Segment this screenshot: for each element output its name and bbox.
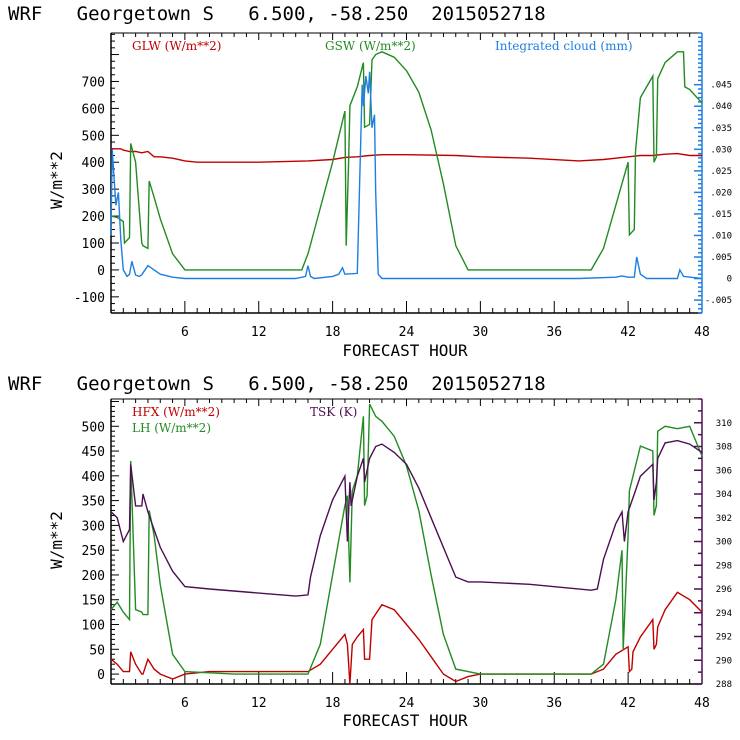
x-tick-label: 24	[399, 325, 415, 340]
y2-tick-label: .015	[710, 210, 732, 220]
y-tick-label: 400	[82, 156, 105, 171]
y2-tick-label: 290	[716, 656, 732, 666]
y-tick-label: 400	[82, 470, 105, 485]
y2-tick-label: .030	[710, 145, 732, 155]
legend-glw: GLW (W/m**2)	[132, 39, 221, 53]
y2-tick-label: .025	[710, 167, 732, 177]
y2-tick-label: 300	[716, 538, 732, 548]
x-tick-label: 42	[620, 325, 636, 340]
y-tick-label: 200	[82, 210, 105, 225]
chart-1-ylabel: W/m**2	[47, 151, 66, 209]
series-line-tsk	[110, 439, 703, 597]
y2-tick-label: .020	[710, 188, 732, 198]
legend-lh: LH (W/m**2)	[132, 421, 211, 435]
y2-tick-label: 302	[716, 514, 732, 524]
y2-tick-label: 304	[716, 490, 732, 500]
series-line-hfx	[110, 591, 703, 685]
chart-1-xlabel: FORECAST HOUR	[342, 341, 468, 360]
x-tick-label: 18	[325, 696, 341, 711]
x-tick-label: 36	[546, 325, 562, 340]
legend-tsk: TSK (K)	[310, 405, 357, 419]
x-tick-label: 12	[251, 696, 267, 711]
chart-1-title: WRF Georgetown S 6.500, -58.250 20150527…	[8, 3, 546, 25]
y-tick-label: 50	[89, 643, 105, 658]
chart-2-title: WRF Georgetown S 6.500, -58.250 20150527…	[8, 373, 546, 395]
legend-hfx: HFX (W/m**2)	[132, 405, 220, 419]
y2-tick-label: .005	[710, 253, 732, 263]
series-line-integrated	[110, 71, 703, 280]
x-tick-label: 6	[181, 325, 189, 340]
series-line-lh	[110, 403, 703, 675]
legend-integrated-cloud: Integrated cloud (mm)	[495, 39, 633, 53]
y-tick-label: 200	[82, 569, 105, 584]
series-line-gsw	[110, 51, 703, 271]
chart-2-ylabel: W/m**2	[47, 511, 66, 569]
y-tick-label: 0	[97, 264, 105, 279]
y-tick-label: 300	[82, 519, 105, 534]
x-tick-label: 12	[251, 325, 267, 340]
y2-tick-label: 0	[727, 275, 732, 285]
y-tick-label: 450	[82, 445, 105, 460]
y2-tick-label: .040	[710, 102, 732, 112]
x-tick-label: 48	[694, 696, 710, 711]
x-tick-label: 48	[694, 325, 710, 340]
y-tick-label: 150	[82, 594, 105, 609]
y-tick-label: 350	[82, 495, 105, 510]
y-tick-label: 300	[82, 183, 105, 198]
y2-tick-label: 306	[716, 466, 732, 476]
y-tick-label: 500	[82, 420, 105, 435]
y2-tick-label: .035	[710, 124, 732, 134]
y2-tick-label: 298	[716, 561, 732, 571]
chart-2-plot-area: 6 12 18 24 30 36 42 48 0 50 100 150 200 250 300 350 400 4…	[82, 398, 732, 711]
y2-tick-label: .045	[710, 81, 732, 91]
y-tick-label: 600	[82, 102, 105, 117]
y-tick-label: 100	[82, 237, 105, 252]
chart-2-xlabel: FORECAST HOUR	[342, 711, 468, 730]
x-tick-label: 30	[473, 696, 489, 711]
y2-tick-label: 310	[716, 419, 732, 429]
x-tick-label: 30	[473, 325, 489, 340]
series-line-glw	[111, 148, 702, 163]
x-tick-label: 24	[399, 696, 415, 711]
y2-tick-label: -.005	[705, 296, 732, 306]
y2-tick-label: 308	[716, 443, 732, 453]
legend-gsw: GSW (W/m**2)	[325, 39, 416, 53]
y2-tick-label: 292	[716, 633, 732, 643]
y-tick-label: 100	[82, 619, 105, 634]
y2-tick-label: 294	[716, 609, 732, 619]
y-tick-label: 0	[97, 668, 105, 683]
x-tick-label: 36	[546, 696, 562, 711]
x-tick-label: 18	[325, 325, 341, 340]
x-tick-label: 6	[181, 696, 189, 711]
y-tick-label: 250	[82, 544, 105, 559]
y2-tick-label: 288	[716, 680, 732, 690]
y-tick-label: -100	[74, 291, 105, 306]
y-tick-label: 700	[82, 75, 105, 90]
y2-tick-label: .010	[710, 231, 732, 241]
y2-tick-label: 296	[716, 585, 732, 595]
x-tick-label: 42	[620, 696, 636, 711]
y-tick-label: 500	[82, 129, 105, 144]
chart-1-plot-area: 6 12 18 24 30 36 42 48 -100 0 100 200 300 400 500 600 70…	[74, 32, 732, 340]
